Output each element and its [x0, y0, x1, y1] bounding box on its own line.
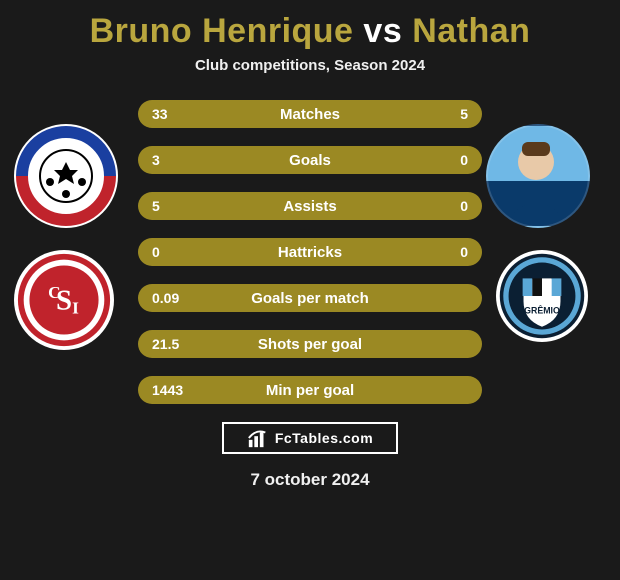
crest-icon [16, 126, 116, 226]
svg-text:C: C [48, 283, 60, 302]
stat-label: Assists [206, 198, 414, 215]
stat-right-value: 0 [414, 244, 482, 260]
page-title: Bruno Henrique vs Nathan [0, 0, 620, 51]
stat-label: Matches [206, 106, 414, 123]
stat-row: 3Goals0 [138, 146, 482, 174]
stat-left-value: 21.5 [138, 336, 206, 352]
stat-row: 0Hattricks0 [138, 238, 482, 266]
player1-name: Bruno Henrique [90, 12, 354, 50]
subtitle: Club competitions, Season 2024 [0, 57, 620, 74]
stat-left-value: 33 [138, 106, 206, 122]
player2-name: Nathan [412, 12, 530, 50]
stat-left-value: 1443 [138, 382, 206, 398]
stat-label: Hattricks [206, 244, 414, 261]
footer-date: 7 october 2024 [0, 470, 620, 490]
stat-label: Goals per match [206, 290, 414, 307]
svg-text:I: I [72, 298, 79, 317]
stat-row: 1443Min per goal [138, 376, 482, 404]
bars-icon [247, 427, 269, 449]
player1-current-club-crest: S C I [14, 250, 114, 350]
stat-row: 33Matches5 [138, 100, 482, 128]
stat-right-value: 0 [414, 198, 482, 214]
stat-row: 21.5Shots per goal [138, 330, 482, 358]
stat-right-value: 0 [414, 152, 482, 168]
stat-label: Goals [206, 152, 414, 169]
brand-logo[interactable]: FcTables.com [222, 422, 398, 454]
stat-label: Shots per goal [206, 336, 414, 353]
stat-left-value: 0.09 [138, 290, 206, 306]
brand-text: FcTables.com [275, 430, 373, 446]
stat-row: 5Assists0 [138, 192, 482, 220]
person-icon [488, 126, 588, 226]
player2-photo [486, 124, 590, 228]
vs-text: vs [353, 12, 412, 50]
svg-text:GRÊMIO: GRÊMIO [524, 305, 560, 316]
stat-row: 0.09Goals per match [138, 284, 482, 312]
stat-left-value: 3 [138, 152, 206, 168]
crest-icon: S C I [16, 252, 112, 348]
player1-club-crest [14, 124, 118, 228]
stat-right-value: 5 [414, 106, 482, 122]
stat-left-value: 0 [138, 244, 206, 260]
stat-label: Min per goal [206, 382, 414, 399]
crest-icon: GRÊMIO [498, 252, 586, 340]
stat-left-value: 5 [138, 198, 206, 214]
player2-current-club-crest: GRÊMIO [496, 250, 588, 342]
